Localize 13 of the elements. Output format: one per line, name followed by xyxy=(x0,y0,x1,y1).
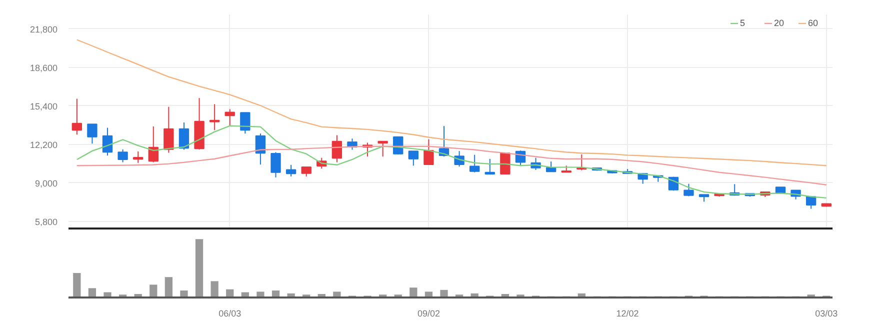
x-tick-label: 03/03 xyxy=(815,308,838,318)
y-tick-label: 5,800 xyxy=(34,216,58,227)
y-tick-label: 18,600 xyxy=(30,62,58,73)
legend-label: 60 xyxy=(808,18,820,28)
legend-label: 20 xyxy=(774,18,786,28)
legend-label: 5 xyxy=(740,18,746,28)
y-tick-label: 21,800 xyxy=(30,24,58,34)
y-tick-label: 12,200 xyxy=(30,140,58,150)
y-tick-label: 9,000 xyxy=(34,178,58,188)
x-tick-label: 12/02 xyxy=(616,308,639,318)
x-tick-label: 06/03 xyxy=(218,308,242,318)
x-tick-label: 09/02 xyxy=(417,308,440,318)
y-tick-label: 15,400 xyxy=(30,101,58,112)
